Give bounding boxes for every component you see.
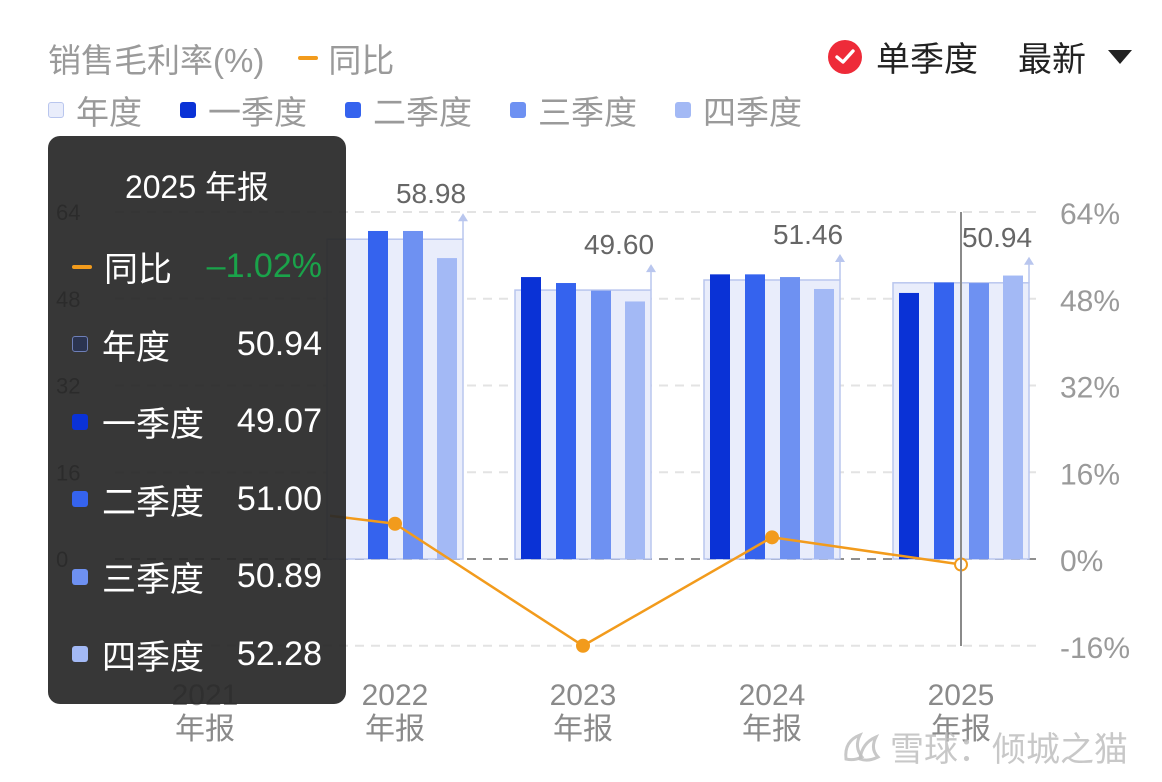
tooltip-row-q4: 四季度 52.28: [72, 616, 322, 694]
tooltip-swatch-q4: [72, 646, 88, 663]
x-axis-tick-year: 2024: [739, 679, 806, 712]
snowball-logo-icon: [844, 731, 881, 762]
yoy-line: [394, 522, 962, 648]
legend-label-q1: 一季度: [208, 94, 307, 131]
yoy-point: [576, 638, 590, 653]
tooltip-row-q1: 一季度 49.07: [72, 383, 322, 461]
legend-item-q3[interactable]: 三季度: [510, 86, 637, 134]
tooltip-value-q4: 52.28: [236, 634, 322, 673]
tooltip-row-annual: 年度 50.94: [72, 306, 322, 384]
tooltip-label-q1: 一季度: [102, 406, 204, 445]
x-axis-tick-period: 年报: [553, 713, 613, 746]
range-select[interactable]: 最新: [1018, 41, 1086, 79]
tooltip-value-q3: 50.89: [236, 557, 322, 596]
legend-label-annual: 年度: [76, 94, 142, 131]
bar-q1: [710, 274, 730, 559]
bar-q3: [780, 277, 800, 559]
bar-annual-label: 51.46: [773, 219, 843, 250]
tooltip-title: 2025 年报: [124, 169, 270, 205]
yoy-point: [765, 530, 779, 545]
check-icon[interactable]: [828, 39, 862, 74]
bar-q1: [899, 292, 919, 559]
y-axis-tick-label: 64%: [1060, 198, 1120, 231]
checkmark-icon: [835, 48, 855, 64]
tooltip-value-annual: 50.94: [236, 324, 322, 363]
bar-q4: [1003, 275, 1023, 559]
bar-q3: [403, 230, 423, 559]
watermark-text: 雪球：倾城之猫: [890, 731, 1128, 769]
bar-q4: [814, 288, 834, 559]
chart-header: 销售毛利率(%) 同比: [48, 34, 394, 82]
x-axis-tick-year: 2025: [928, 679, 995, 712]
x-axis-tick-period: 年报: [931, 713, 991, 746]
tooltip-label-annual: 年度: [102, 328, 170, 367]
legend-label-q4: 四季度: [703, 94, 802, 131]
series-legend: 年度 一季度 二季度 三季度 四季度: [48, 86, 840, 134]
legend-swatch-q1: [180, 102, 196, 118]
bar-q2: [368, 230, 388, 559]
y-axis-tick-label: 48%: [1060, 285, 1120, 318]
x-axis-tick-year: 2022: [362, 679, 429, 712]
legend-item-annual[interactable]: 年度: [48, 86, 142, 134]
tooltip-row-yoy: 同比 –1.02%: [72, 228, 322, 306]
data-tooltip: 2025 年报 同比 –1.02% 年度 50.94 一季度 49.07 二季度…: [48, 136, 346, 704]
tooltip-value-yoy: –1.02%: [206, 247, 322, 286]
legend-item-q2[interactable]: 二季度: [345, 86, 472, 134]
legend-item-q4[interactable]: 四季度: [675, 86, 802, 134]
legend-swatch-q2: [345, 102, 361, 118]
legend-swatch-q3: [510, 102, 526, 118]
legend-item-q1[interactable]: 一季度: [180, 86, 307, 134]
annual-marker-arrow: [1024, 256, 1034, 265]
tooltip-swatch-q3: [72, 568, 88, 585]
bar-q3: [969, 283, 989, 559]
bar-q2: [745, 274, 765, 559]
quarter-mode-toggle[interactable]: 单季度: [876, 41, 978, 79]
legend-swatch-q4: [675, 102, 691, 118]
tooltip-label-q4: 四季度: [102, 638, 204, 677]
tooltip-label-yoy: 同比: [104, 251, 172, 290]
bar-annual-label: 50.94: [962, 222, 1032, 253]
yoy-legend-label: 同比: [328, 42, 395, 79]
tooltip-row-q3: 三季度 50.89: [72, 538, 322, 616]
bar-q4: [625, 301, 645, 559]
yoy-line-swatch: [298, 56, 319, 60]
bar-q4: [437, 258, 457, 559]
legend-label-q3: 三季度: [538, 94, 637, 131]
tooltip-swatch-q1: [72, 413, 88, 430]
chart-controls: 单季度 最新: [828, 32, 1132, 81]
bar-annual-label: 58.98: [396, 178, 466, 209]
tooltip-label-q2: 二季度: [102, 483, 204, 522]
x-axis-tick-period: 年报: [742, 713, 802, 746]
caret-down-icon[interactable]: [1108, 49, 1132, 64]
yoy-point: [388, 516, 402, 531]
y-axis-tick-label: -16%: [1060, 632, 1130, 665]
bar-q2: [556, 283, 576, 559]
tooltip-row-q2: 二季度 51.00: [72, 461, 322, 539]
tooltip-value-q2: 51.00: [236, 479, 322, 518]
tooltip-label-q3: 三季度: [102, 561, 204, 600]
bar-q3: [591, 290, 611, 559]
tooltip-value-q1: 49.07: [236, 402, 322, 441]
watermark: 雪球：倾城之猫: [840, 722, 1128, 771]
x-axis-tick-period: 年报: [365, 713, 425, 746]
chart-title: 销售毛利率(%): [48, 42, 265, 79]
x-axis-tick-period: 年报: [175, 713, 235, 746]
tooltip-swatch-yoy: [72, 264, 92, 269]
bar-q1: [521, 277, 541, 559]
y-axis-tick-label: 16%: [1060, 458, 1120, 491]
annual-marker-arrow: [835, 253, 845, 262]
tooltip-swatch-annual: [72, 336, 88, 353]
x-axis-tick-year: 2023: [550, 679, 617, 712]
legend-item-yoy[interactable]: 同比: [298, 34, 394, 82]
y-axis-tick-label: 32%: [1060, 372, 1120, 405]
legend-swatch-annual: [48, 102, 64, 118]
y-axis-tick-label: 0%: [1060, 545, 1103, 578]
annual-marker-arrow: [646, 264, 656, 273]
annual-marker-arrow: [458, 213, 468, 222]
bar-q2: [934, 282, 954, 559]
bar-annual-label: 49.60: [584, 229, 654, 260]
tooltip-swatch-q2: [72, 491, 88, 508]
legend-label-q2: 二季度: [373, 94, 472, 131]
